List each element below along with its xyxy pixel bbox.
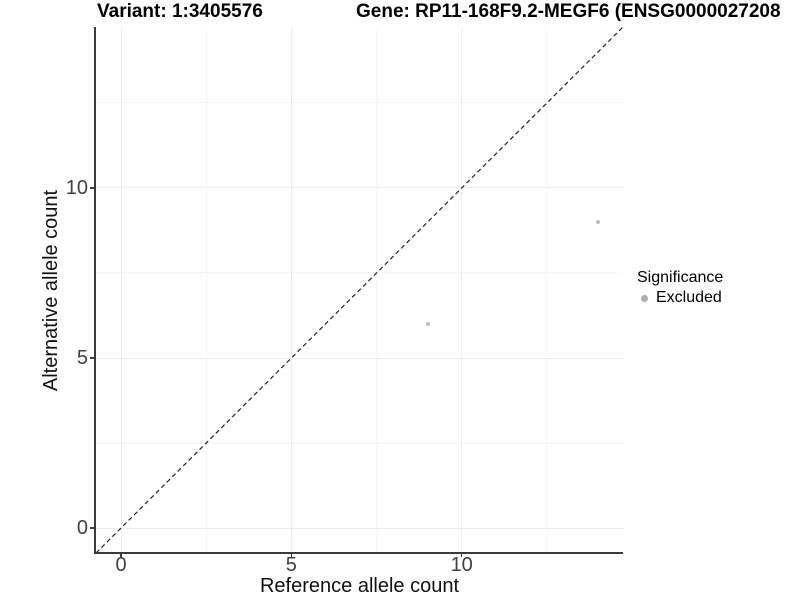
x-axis-line (94, 552, 623, 554)
data-point (595, 219, 600, 224)
y-tick-label: 5 (76, 347, 88, 369)
legend-item: Excluded (641, 288, 723, 308)
gridline-minor-vertical (205, 27, 207, 553)
variant-title: Variant: 1:3405576 (97, 1, 263, 22)
x-tick-label: 5 (285, 554, 297, 576)
y-axis-line (94, 27, 96, 554)
gridline-minor-horizontal (96, 102, 623, 104)
gridline-major-vertical (120, 27, 122, 553)
y-tick-label: 10 (65, 176, 88, 199)
data-point (425, 322, 430, 326)
y-tick-label: 0 (76, 517, 88, 539)
x-axis-tick (290, 553, 293, 557)
y-axis-label-wrap: Alternative allele count (34, 27, 70, 553)
gridline-major-vertical (290, 27, 292, 553)
x-axis-label: Reference allele count (259, 575, 459, 597)
gridline-major-vertical (461, 27, 463, 553)
y-axis-tick (90, 357, 94, 359)
gridline-minor-horizontal (96, 272, 623, 274)
gridline-major-horizontal (96, 187, 623, 189)
gridline-minor-vertical (376, 27, 378, 553)
legend: Significance Excluded (637, 268, 723, 308)
x-axis-tick (120, 553, 122, 557)
plot-panel (95, 26, 624, 554)
legend-title: Significance (637, 269, 724, 286)
gridline-minor-horizontal (96, 442, 623, 444)
gridline-major-horizontal (96, 357, 623, 359)
gene-title: Gene: RP11-168F9.2-MEGF6 (ENSG0000027208 (356, 1, 781, 22)
legend-key-dot (641, 294, 648, 302)
gridline-major-horizontal (96, 527, 623, 529)
gridline-minor-vertical (546, 27, 548, 553)
y-axis-tick (90, 187, 94, 189)
x-tick-label: 0 (115, 554, 127, 576)
x-axis-tick (460, 553, 463, 557)
legend-items: Excluded (637, 288, 723, 308)
y-axis-tick (90, 527, 94, 529)
identity-line-layer (95, 26, 624, 554)
identity-line (95, 26, 624, 554)
legend-item-label: Excluded (656, 289, 722, 306)
x-tick-label: 10 (450, 554, 473, 576)
